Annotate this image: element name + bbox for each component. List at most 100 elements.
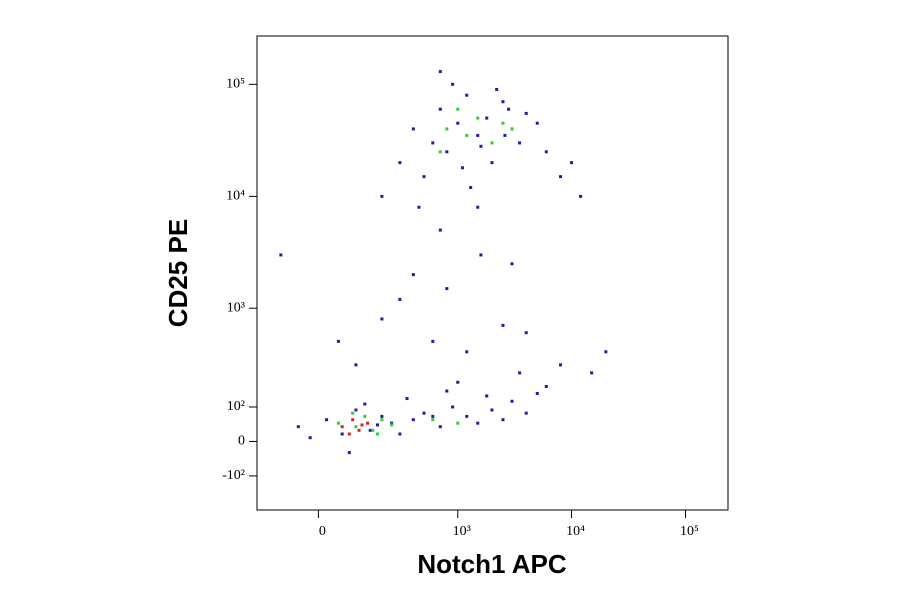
dot xyxy=(501,418,505,422)
dot xyxy=(347,451,351,455)
dot xyxy=(354,363,358,367)
dot xyxy=(469,186,473,190)
dot xyxy=(501,323,505,327)
dot xyxy=(380,414,384,418)
dot xyxy=(422,411,426,415)
x-tick-label: 10³ xyxy=(453,524,471,539)
dot xyxy=(390,421,394,425)
dot xyxy=(465,93,469,97)
dot xyxy=(559,363,563,367)
dot xyxy=(296,425,300,429)
dot xyxy=(456,421,460,425)
dot xyxy=(476,421,480,425)
dot xyxy=(465,350,469,354)
dot xyxy=(380,194,384,198)
dot xyxy=(479,144,483,148)
y-tick-label: 10⁴ xyxy=(226,189,245,204)
dot xyxy=(411,273,415,277)
dot xyxy=(438,228,442,232)
dot xyxy=(451,405,455,409)
dot xyxy=(544,385,548,389)
dot xyxy=(340,425,344,429)
dot xyxy=(501,121,505,125)
dot xyxy=(363,402,367,406)
dot xyxy=(579,194,583,198)
dot xyxy=(431,141,435,145)
dot xyxy=(510,399,514,403)
y-tick-label: 10² xyxy=(227,399,245,414)
dot xyxy=(438,150,442,154)
dot xyxy=(501,100,505,104)
dot xyxy=(490,161,494,165)
dot xyxy=(380,317,384,321)
dot xyxy=(490,141,494,145)
dot xyxy=(559,175,563,179)
dot xyxy=(336,421,340,425)
dot xyxy=(398,297,402,301)
y-axis-title: CD25 PE xyxy=(163,219,193,327)
dot xyxy=(380,418,384,422)
dot xyxy=(456,107,460,111)
dot xyxy=(479,253,483,257)
dot xyxy=(438,70,442,74)
dot xyxy=(460,166,464,170)
dot xyxy=(445,287,449,291)
dot xyxy=(438,107,442,111)
dot xyxy=(518,141,522,145)
dot xyxy=(524,111,528,115)
dot xyxy=(360,423,364,427)
y-tick-label: 0 xyxy=(238,434,245,449)
dot xyxy=(544,150,548,154)
dot xyxy=(445,389,449,393)
dot xyxy=(570,161,574,165)
y-tick-label: -10² xyxy=(222,468,245,483)
dot xyxy=(422,175,426,179)
dot xyxy=(510,127,514,131)
dot xyxy=(590,371,594,375)
dot xyxy=(351,418,355,422)
dot xyxy=(375,423,379,427)
dot xyxy=(535,121,539,125)
dot xyxy=(476,116,480,120)
dot xyxy=(431,414,435,418)
dot xyxy=(485,116,489,120)
dot xyxy=(366,421,370,425)
dot xyxy=(398,161,402,165)
dot xyxy=(371,428,375,432)
dot xyxy=(507,107,511,111)
dot xyxy=(398,432,402,436)
dot xyxy=(510,262,514,266)
plot-frame xyxy=(256,35,729,511)
dot xyxy=(495,87,499,91)
dot xyxy=(325,418,329,422)
dot xyxy=(347,432,351,436)
dot xyxy=(438,425,442,429)
dot xyxy=(465,414,469,418)
dot xyxy=(535,391,539,395)
x-tick-label: 10⁵ xyxy=(680,524,699,539)
dot xyxy=(490,408,494,412)
y-tick-label: 10³ xyxy=(227,300,245,315)
dot xyxy=(336,339,340,343)
dot xyxy=(465,133,469,137)
dot xyxy=(354,425,358,429)
dot xyxy=(431,339,435,343)
dot xyxy=(411,127,415,131)
dot xyxy=(351,411,355,415)
dot xyxy=(476,133,480,137)
dot xyxy=(354,408,358,412)
dot xyxy=(524,331,528,335)
dot xyxy=(411,418,415,422)
dot xyxy=(431,418,435,422)
dot xyxy=(363,414,367,418)
dot xyxy=(417,205,421,209)
dot xyxy=(445,127,449,131)
dot xyxy=(476,205,480,209)
dot xyxy=(456,121,460,125)
dot xyxy=(357,428,361,432)
dot xyxy=(405,397,409,401)
dot xyxy=(445,150,449,154)
dot xyxy=(340,432,344,436)
dot xyxy=(451,82,455,86)
dot xyxy=(524,411,528,415)
